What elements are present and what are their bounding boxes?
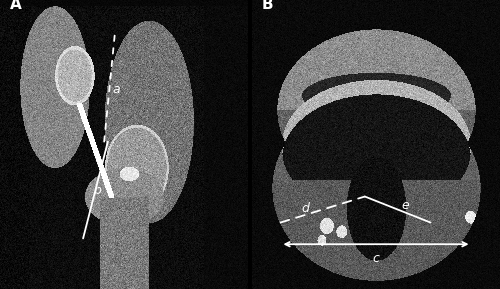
Text: b: b bbox=[94, 184, 102, 197]
Text: A: A bbox=[10, 0, 22, 12]
Text: B: B bbox=[262, 0, 274, 12]
Text: e: e bbox=[402, 199, 409, 212]
Text: c: c bbox=[372, 252, 380, 265]
Text: d: d bbox=[302, 202, 310, 214]
Text: a: a bbox=[112, 83, 120, 96]
